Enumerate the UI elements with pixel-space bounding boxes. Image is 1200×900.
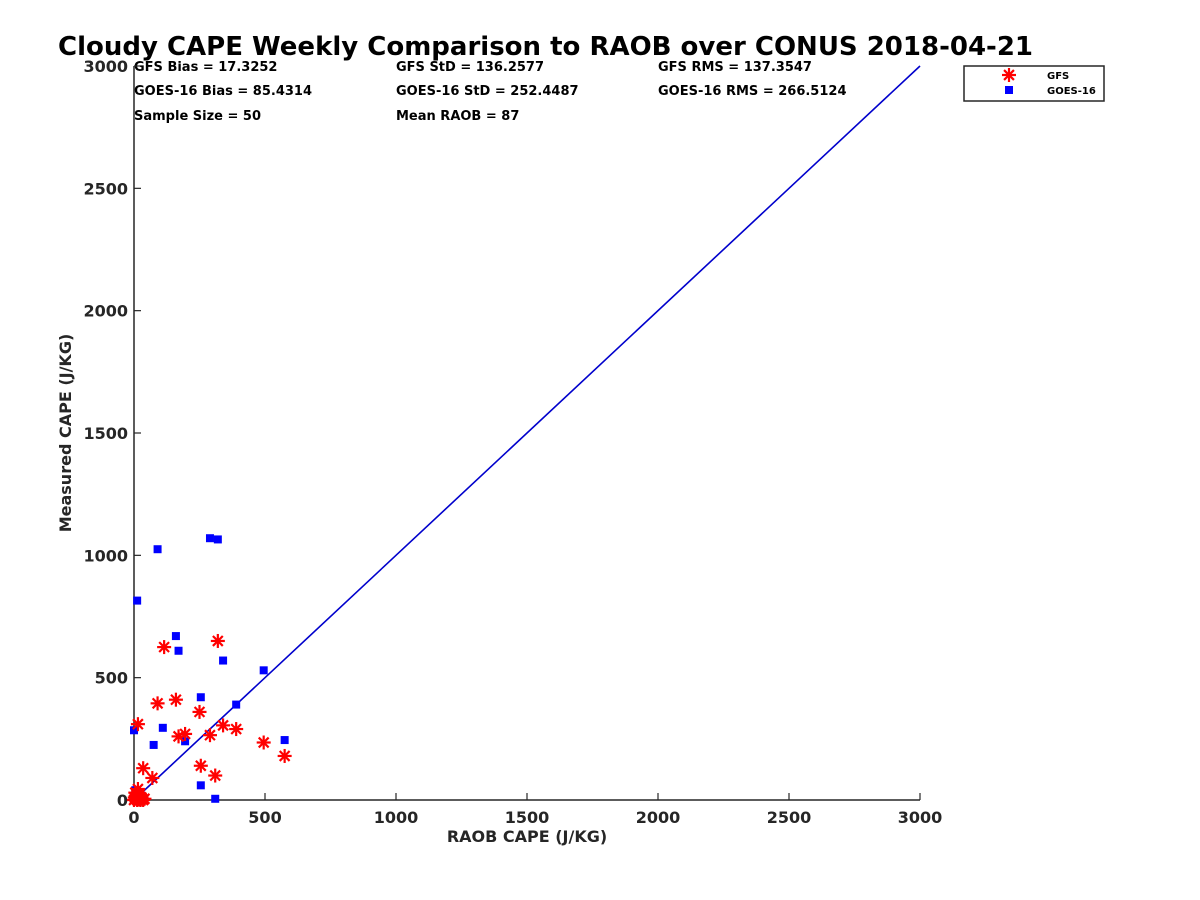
y-tick-label: 1000	[83, 546, 128, 565]
goes16-point	[174, 646, 183, 655]
x-tick-label: 500	[248, 808, 281, 827]
legend-goes16-marker	[1005, 86, 1013, 94]
gfs-point	[202, 728, 217, 743]
goes16-point	[158, 723, 167, 732]
goes16-point	[259, 666, 268, 675]
legend-box	[963, 65, 1105, 102]
x-axis-label: RAOB CAPE (J/KG)	[447, 827, 607, 846]
gfs-point	[256, 735, 271, 750]
stat-goes-std: GOES-16 StD = 252.4487	[396, 84, 579, 99]
gfs-series	[127, 633, 292, 807]
stat-mean-raob: Mean RAOB = 87	[396, 109, 519, 124]
y-tick-label: 2000	[83, 302, 128, 321]
gfs-point	[178, 726, 193, 741]
chart-title: Cloudy CAPE Weekly Comparison to RAOB ov…	[58, 32, 1033, 62]
gfs-point	[216, 718, 231, 733]
legend: GFS GOES-16	[963, 65, 1105, 102]
goes16-point	[149, 740, 158, 749]
y-axis-label: Measured CAPE (J/KG)	[56, 334, 75, 533]
goes16-point	[219, 656, 228, 665]
goes16-point	[232, 700, 241, 709]
x-tick-label: 1000	[374, 808, 419, 827]
legend-goes16-label: GOES-16	[1047, 86, 1096, 97]
gfs-point	[157, 640, 172, 655]
y-axis-ticks: 0 500 1000 1500 2000 2500 3000	[83, 57, 141, 810]
gfs-point	[145, 770, 160, 785]
goes16-point	[181, 737, 190, 746]
goes16-point	[171, 632, 180, 641]
goes16-point	[196, 781, 205, 790]
gfs-point	[277, 748, 292, 763]
gfs-point	[137, 791, 152, 806]
goes16-point	[213, 535, 222, 544]
goes16-point	[133, 596, 142, 605]
gfs-point	[208, 768, 223, 783]
y-tick-label: 0	[117, 791, 128, 810]
stat-goes-bias: GOES-16 Bias = 85.4314	[134, 84, 312, 99]
x-tick-label: 3000	[898, 808, 943, 827]
gfs-point	[193, 758, 208, 773]
stat-gfs-bias: GFS Bias = 17.3252	[134, 60, 277, 75]
goes16-point	[211, 794, 220, 803]
y-tick-label: 3000	[83, 57, 128, 76]
stat-gfs-std: GFS StD = 136.2577	[396, 60, 544, 75]
legend-gfs-marker	[1002, 68, 1016, 82]
legend-gfs-asterisk	[1002, 68, 1016, 82]
stat-gfs-rms: GFS RMS = 137.3547	[658, 60, 812, 75]
one-to-one-reference-line	[133, 65, 921, 801]
gfs-point	[130, 717, 145, 732]
legend-gfs-label: GFS	[1047, 71, 1069, 82]
stat-sample-size: Sample Size = 50	[134, 109, 261, 124]
goes16-point	[130, 726, 138, 735]
y-tick-label: 1500	[83, 424, 128, 443]
stat-goes-rms: GOES-16 RMS = 266.5124	[658, 84, 847, 99]
gfs-point	[150, 696, 165, 711]
x-tick-label: 1500	[505, 808, 550, 827]
x-tick-label: 0	[128, 808, 139, 827]
goes16-point	[153, 545, 162, 554]
gfs-point	[168, 692, 183, 707]
gfs-point	[210, 633, 225, 648]
x-tick-label: 2500	[767, 808, 812, 827]
gfs-point	[136, 761, 151, 776]
gfs-point	[229, 722, 244, 737]
x-tick-label: 2000	[636, 808, 681, 827]
goes16-point	[205, 534, 214, 543]
y-tick-label: 500	[95, 669, 128, 688]
goes16-point	[196, 693, 205, 702]
x-axis-ticks: 0 500 1000 1500 2000 2500 3000	[128, 793, 942, 827]
goes16-point	[280, 736, 289, 745]
gfs-point	[192, 704, 207, 719]
stats-block: GFS Bias = 17.3252 GFS StD = 136.2577 GF…	[134, 60, 847, 124]
y-tick-label: 2500	[83, 179, 128, 198]
